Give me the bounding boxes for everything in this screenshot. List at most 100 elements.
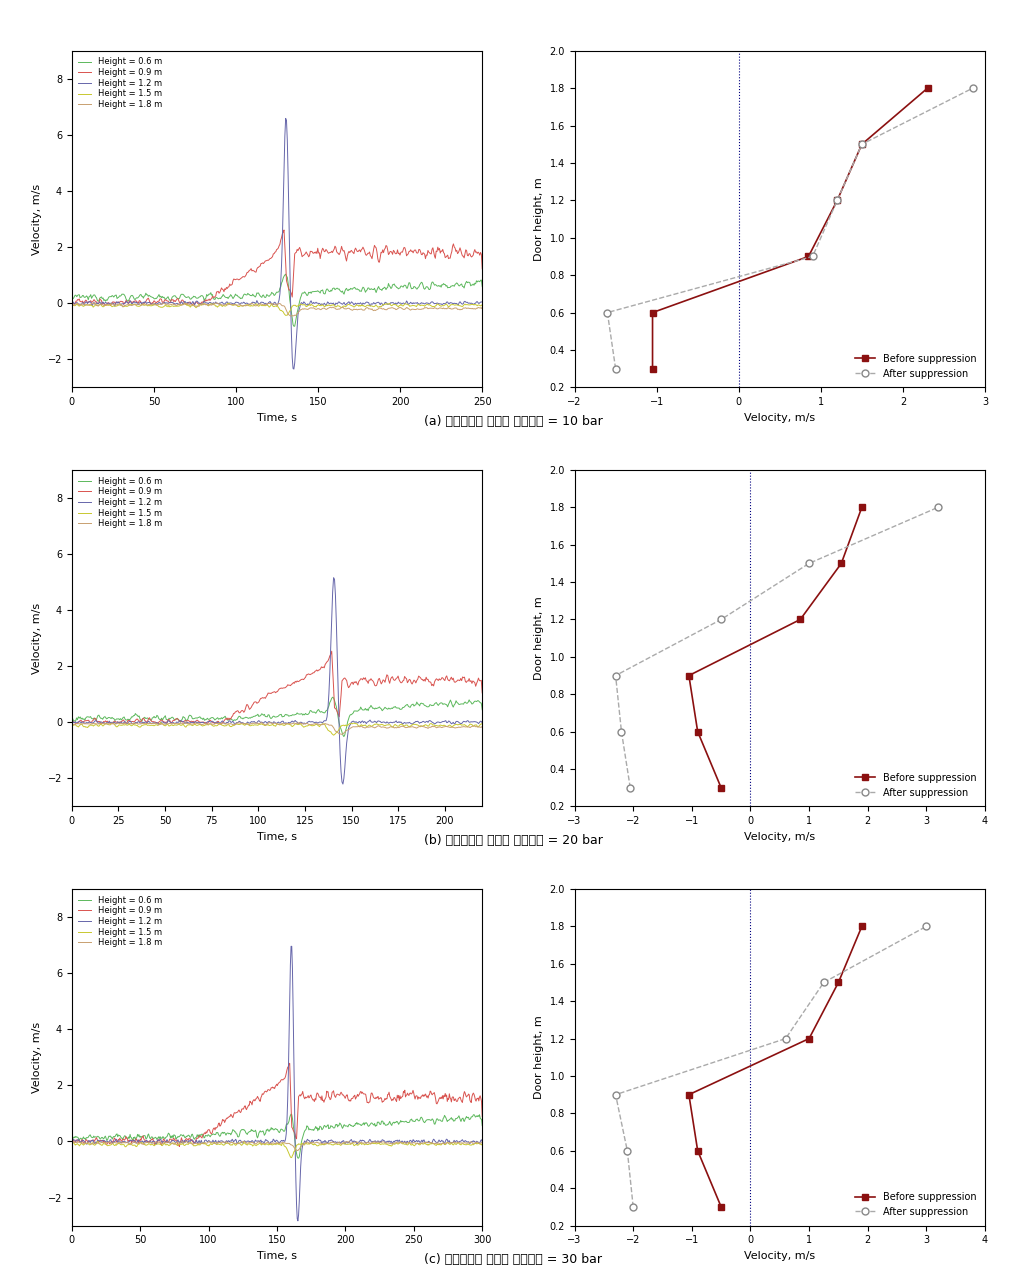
Height = 0.9 m <box>66 295 78 310</box>
Before suppression <box>803 1031 816 1046</box>
Height = 1.8 m <box>125 716 137 732</box>
Legend: Before suppression, After suppression: Before suppression, After suppression <box>852 349 980 382</box>
Height = 1.5 m <box>252 1137 265 1152</box>
Legend: Height = 0.6 m, Height = 0.9 m, Height = 1.2 m, Height = 1.5 m, Height = 1.8 m: Height = 0.6 m, Height = 0.9 m, Height =… <box>76 893 164 950</box>
Line: Before suppression: Before suppression <box>685 923 865 1210</box>
Height = 1.5 m <box>476 297 488 312</box>
Height = 1.5 m <box>289 297 302 312</box>
Height = 0.6 m <box>338 729 350 744</box>
Height = 0.6 m <box>309 1120 321 1135</box>
Height = 0.6 m <box>449 696 462 711</box>
Before suppression <box>715 780 727 795</box>
After suppression <box>601 305 614 320</box>
Height = 0.9 m <box>106 716 118 732</box>
Line: After suppression: After suppression <box>613 923 930 1210</box>
Height = 0.9 m <box>289 245 302 260</box>
Before suppression <box>715 1199 727 1214</box>
Legend: Before suppression, After suppression: Before suppression, After suppression <box>852 768 980 801</box>
After suppression <box>780 1031 792 1046</box>
After suppression <box>831 193 843 208</box>
X-axis label: Velocity, m/s: Velocity, m/s <box>744 1251 816 1261</box>
After suppression <box>627 1199 639 1214</box>
Height = 0.9 m <box>476 1109 488 1124</box>
Height = 1.5 m <box>341 1137 353 1152</box>
Height = 0.6 m <box>341 1119 353 1134</box>
Height = 1.5 m <box>172 1138 185 1153</box>
Height = 1.5 m <box>428 718 440 733</box>
Y-axis label: Velocity, m/s: Velocity, m/s <box>32 602 42 674</box>
Height = 1.8 m <box>211 296 224 311</box>
Line: Height = 1.2 m: Height = 1.2 m <box>72 118 482 370</box>
Height = 1.2 m <box>261 297 273 312</box>
Before suppression <box>835 556 847 572</box>
Line: Height = 0.9 m: Height = 0.9 m <box>72 1063 482 1147</box>
Line: Height = 0.9 m: Height = 0.9 m <box>72 230 482 306</box>
Height = 0.6 m <box>66 711 78 726</box>
Height = 1.2 m <box>285 939 298 954</box>
Height = 0.9 m <box>312 240 324 255</box>
Height = 1.5 m <box>476 716 488 732</box>
Height = 1.2 m <box>449 716 462 732</box>
Before suppression <box>692 724 704 739</box>
Height = 1.8 m <box>207 716 220 732</box>
Height = 1.8 m <box>476 1134 488 1149</box>
Height = 1.2 m <box>291 1213 304 1228</box>
Height = 1.5 m <box>449 718 462 733</box>
Height = 0.9 m <box>210 715 223 730</box>
Line: Before suppression: Before suppression <box>649 85 931 372</box>
Height = 1.5 m <box>125 718 137 733</box>
Line: Height = 1.8 m: Height = 1.8 m <box>72 1142 482 1151</box>
Height = 1.8 m <box>284 309 297 324</box>
Line: Height = 1.2 m: Height = 1.2 m <box>72 946 482 1220</box>
Height = 0.6 m <box>326 690 339 705</box>
Height = 1.8 m <box>476 719 488 734</box>
Line: Height = 0.6 m: Height = 0.6 m <box>72 274 482 326</box>
Height = 0.9 m <box>66 1132 78 1147</box>
Height = 0.6 m <box>279 267 291 282</box>
After suppression <box>609 668 622 683</box>
Legend: Before suppression, After suppression: Before suppression, After suppression <box>852 1187 980 1220</box>
After suppression <box>609 361 622 376</box>
Height = 0.9 m <box>207 715 220 730</box>
Height = 1.2 m <box>327 570 340 585</box>
Height = 1.2 m <box>106 715 118 730</box>
Height = 0.9 m <box>309 1091 321 1106</box>
Height = 1.5 m <box>179 296 191 311</box>
Height = 0.9 m <box>139 1133 151 1148</box>
Line: Height = 1.5 m: Height = 1.5 m <box>72 723 482 735</box>
Height = 1.2 m <box>377 1132 389 1147</box>
After suppression <box>616 724 628 739</box>
Height = 1.8 m <box>428 719 440 734</box>
Height = 1.8 m <box>210 716 223 732</box>
Height = 1.2 m <box>476 295 488 310</box>
Height = 0.9 m <box>264 251 276 267</box>
Height = 0.6 m <box>377 1114 389 1129</box>
After suppression <box>803 556 816 572</box>
Height = 1.2 m <box>66 714 78 729</box>
Height = 1.8 m <box>106 715 118 730</box>
Height = 1.2 m <box>139 1134 151 1149</box>
Height = 1.8 m <box>449 720 462 735</box>
Height = 1.5 m <box>155 715 167 730</box>
Height = 1.2 m <box>403 296 416 311</box>
Height = 0.9 m <box>403 244 416 259</box>
Height = 0.6 m <box>106 710 118 725</box>
Height = 0.9 m <box>428 678 440 693</box>
Height = 1.8 m <box>66 715 78 730</box>
Before suppression <box>682 1087 695 1102</box>
Height = 0.6 m <box>289 314 302 329</box>
Height = 0.9 m <box>252 1090 265 1105</box>
Height = 1.8 m <box>252 1134 265 1149</box>
Height = 0.6 m <box>468 278 480 293</box>
Height = 0.9 m <box>171 1134 184 1149</box>
Y-axis label: Door height, m: Door height, m <box>534 1016 544 1099</box>
Height = 0.6 m <box>476 1118 488 1133</box>
Height = 1.2 m <box>287 362 300 377</box>
Before suppression <box>831 193 843 208</box>
Before suppression <box>794 612 806 627</box>
Before suppression <box>646 361 659 376</box>
Height = 1.8 m <box>336 726 348 742</box>
After suppression <box>920 918 933 933</box>
Before suppression <box>832 975 844 991</box>
After suppression <box>818 975 830 991</box>
